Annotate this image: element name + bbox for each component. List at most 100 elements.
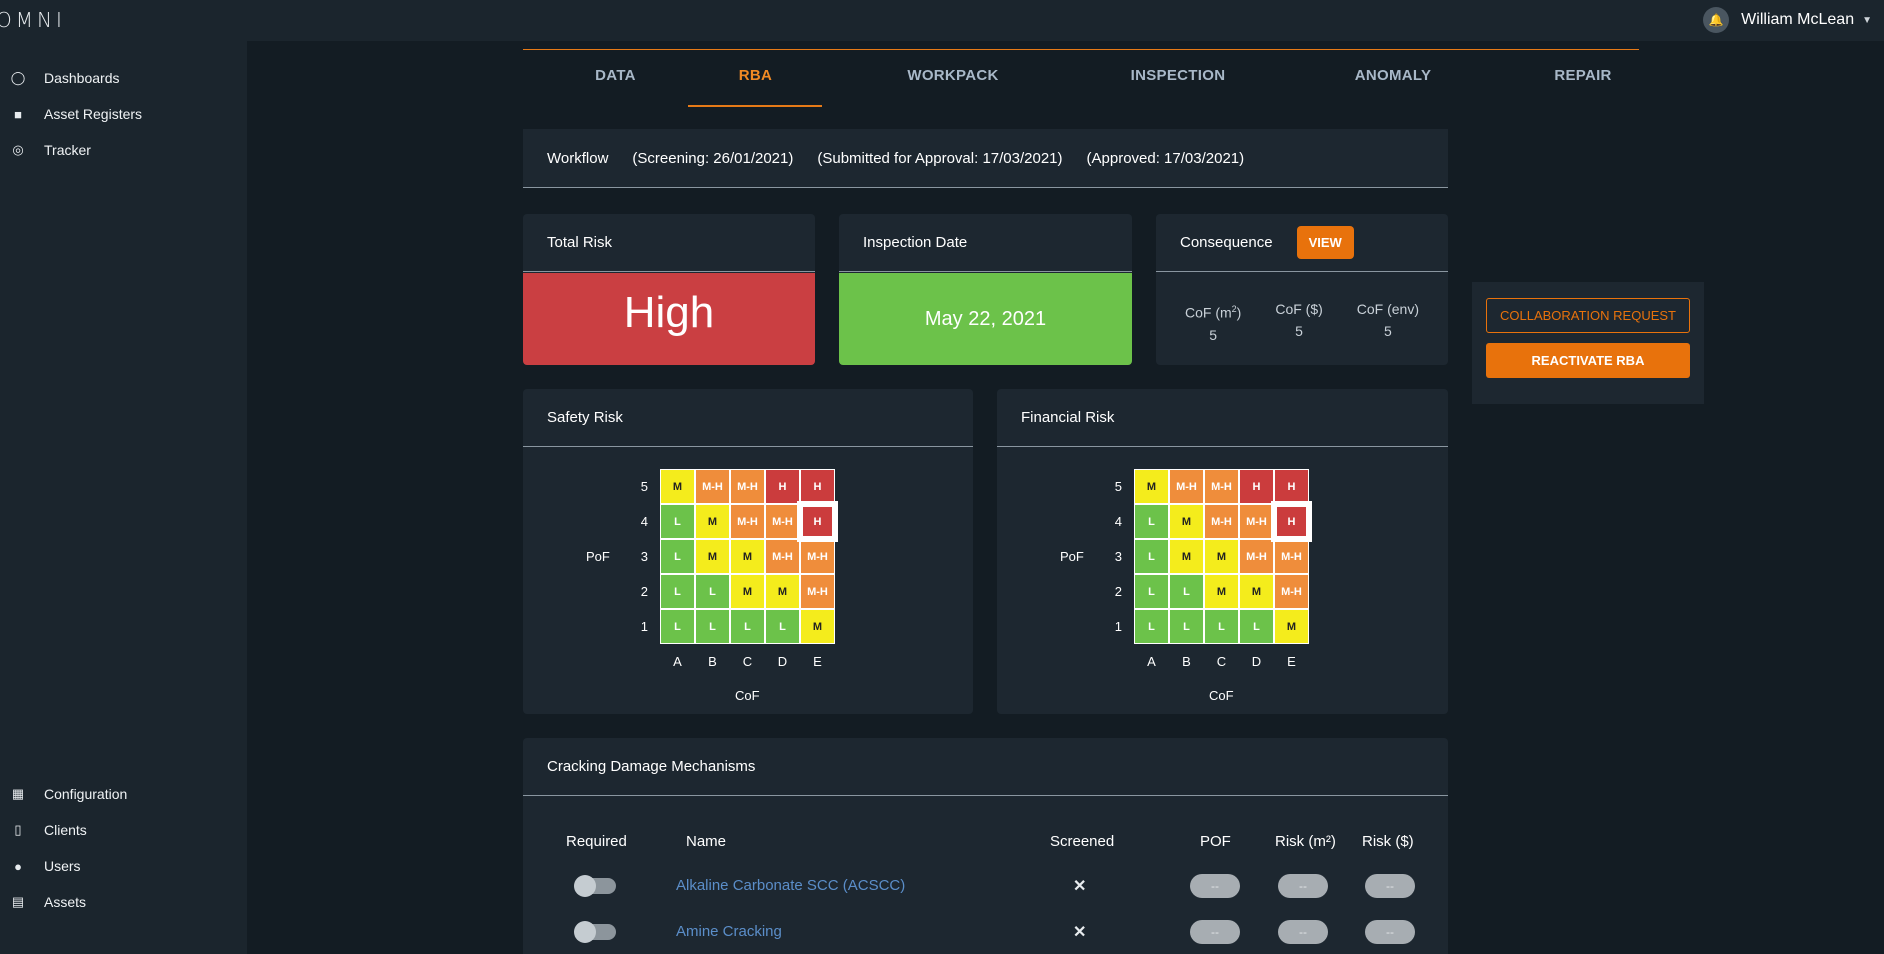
risk-cell[interactable]: H	[799, 503, 836, 540]
risk-cell[interactable]: L	[1134, 504, 1169, 539]
risk-cell[interactable]: L	[1169, 574, 1204, 609]
risk-cell[interactable]: H	[1239, 469, 1274, 504]
consequence-title: Consequence	[1180, 234, 1273, 251]
risk-cell[interactable]: M	[1169, 504, 1204, 539]
sidebar-item-dashboards[interactable]: ◯ Dashboards	[10, 70, 120, 86]
risk-cell[interactable]: M-H	[730, 469, 765, 504]
risk-cell[interactable]: L	[660, 609, 695, 644]
pof-pill[interactable]: --	[1190, 920, 1240, 944]
tab-workpack[interactable]: WORKPACK	[907, 67, 999, 84]
risk-usd-pill[interactable]: --	[1365, 874, 1415, 898]
risk-cell[interactable]: H	[765, 469, 800, 504]
risk-cell[interactable]: M-H	[800, 574, 835, 609]
risk-cell[interactable]: M	[800, 609, 835, 644]
risk-cell[interactable]: M	[1204, 574, 1239, 609]
app-logo[interactable]: OMNI	[0, 8, 66, 32]
risk-cell[interactable]: L	[765, 609, 800, 644]
risk-cell[interactable]: M	[730, 539, 765, 574]
cof-financial: CoF ($) 5	[1275, 298, 1322, 346]
risk-cell[interactable]: L	[1169, 609, 1204, 644]
screened-x-icon: ✕	[1073, 924, 1087, 941]
risk-cell[interactable]: M-H	[1274, 574, 1309, 609]
risk-m2-pill[interactable]: --	[1278, 920, 1328, 944]
col-risk-usd: Risk ($)	[1362, 833, 1414, 850]
sidebar-item-clients[interactable]: ▯ Clients	[10, 822, 86, 838]
user-icon: ●	[14, 858, 22, 874]
risk-cell[interactable]: M	[695, 504, 730, 539]
risk-cell[interactable]: M-H	[695, 469, 730, 504]
risk-cell[interactable]: L	[1134, 539, 1169, 574]
risk-cell[interactable]: L	[1134, 574, 1169, 609]
risk-usd-pill[interactable]: --	[1365, 920, 1415, 944]
tab-inspection[interactable]: INSPECTION	[1130, 67, 1226, 84]
risk-cell[interactable]: M	[1134, 469, 1169, 504]
risk-cell[interactable]: M-H	[765, 504, 800, 539]
risk-cell[interactable]: H	[1273, 503, 1310, 540]
risk-grid: M M-H M-H H H L M M-H M-H H L M M M-H M-H L L M M M-H L L L L M	[1134, 469, 1310, 644]
risk-cell[interactable]: M	[730, 574, 765, 609]
mechanism-link[interactable]: Alkaline Carbonate SCC (ACSCC)	[676, 877, 906, 894]
col-required: Required	[566, 833, 627, 850]
pof-pill[interactable]: --	[1190, 874, 1240, 898]
risk-cell[interactable]: M	[765, 574, 800, 609]
workflow-label: Workflow	[547, 149, 609, 167]
sidebar: ◯ Dashboards ■ Asset Registers ◎ Tracker…	[0, 41, 247, 954]
risk-cell[interactable]: L	[1239, 609, 1274, 644]
cof-financial-label: CoF ($)	[1275, 301, 1323, 317]
reactivate-rba-button[interactable]: REACTIVATE RBA	[1486, 343, 1690, 378]
risk-cell[interactable]: M	[1204, 539, 1239, 574]
risk-cell[interactable]: M-H	[1239, 504, 1274, 539]
risk-cell[interactable]: L	[660, 574, 695, 609]
sidebar-item-users[interactable]: ● Users	[10, 858, 81, 874]
risk-cell[interactable]: M-H	[1274, 539, 1309, 574]
risk-m2-pill[interactable]: --	[1278, 874, 1328, 898]
tab-repair[interactable]: REPAIR	[1554, 67, 1612, 84]
risk-cell[interactable]: L	[660, 504, 695, 539]
tab-data[interactable]: DATA	[595, 67, 636, 84]
sidebar-item-configuration[interactable]: ▦ Configuration	[10, 786, 127, 802]
screened-x-icon: ✕	[1073, 878, 1087, 895]
risk-cell[interactable]: M-H	[1204, 504, 1239, 539]
tab-rba[interactable]: RBA	[738, 67, 773, 84]
workflow-submitted: (Submitted for Approval: 17/03/2021)	[817, 149, 1063, 167]
risk-cell[interactable]: M	[1169, 539, 1204, 574]
user-name[interactable]: William McLean	[1741, 11, 1855, 28]
risk-cell[interactable]: L	[730, 609, 765, 644]
chevron-down-icon[interactable]: ▼	[1862, 14, 1872, 26]
risk-cell[interactable]: M	[695, 539, 730, 574]
view-button[interactable]: VIEW	[1296, 226, 1354, 259]
risk-cell[interactable]: H	[800, 469, 835, 504]
pof-tick-label: 5	[640, 479, 648, 494]
sidebar-item-label: Tracker	[44, 142, 91, 158]
required-toggle[interactable]	[574, 921, 616, 943]
risk-cell[interactable]: L	[1204, 609, 1239, 644]
risk-cell[interactable]: M	[1274, 609, 1309, 644]
user-menu[interactable]: 🔔 William McLean ▼	[1703, 7, 1872, 33]
collaboration-request-button[interactable]: COLLABORATION REQUEST	[1486, 298, 1690, 333]
risk-cell[interactable]: L	[695, 574, 730, 609]
pof-axis-label: PoF	[1060, 549, 1084, 564]
pof-tick-label: 1	[1114, 619, 1122, 634]
tab-anomaly[interactable]: ANOMALY	[1354, 67, 1432, 84]
risk-cell[interactable]: M-H	[1169, 469, 1204, 504]
risk-cell[interactable]: M-H	[1204, 469, 1239, 504]
risk-cell[interactable]: M-H	[800, 539, 835, 574]
risk-cell[interactable]: L	[1134, 609, 1169, 644]
cof-tick-label: A	[1147, 654, 1156, 669]
risk-cell[interactable]: M	[660, 469, 695, 504]
risk-cell[interactable]: M	[1239, 574, 1274, 609]
mechanism-link[interactable]: Amine Cracking	[676, 923, 782, 940]
risk-cell[interactable]: M-H	[765, 539, 800, 574]
sidebar-item-asset-registers[interactable]: ■ Asset Registers	[10, 106, 142, 122]
risk-cell[interactable]: H	[1274, 469, 1309, 504]
risk-cell[interactable]: M-H	[730, 504, 765, 539]
required-toggle[interactable]	[574, 875, 616, 897]
bell-icon[interactable]: 🔔	[1703, 7, 1730, 33]
cof-area-label-text: CoF (m	[1184, 304, 1232, 321]
risk-cell[interactable]: L	[660, 539, 695, 574]
risk-cell[interactable]: L	[695, 609, 730, 644]
cof-area-label-sup: 2	[1231, 304, 1237, 314]
sidebar-item-tracker[interactable]: ◎ Tracker	[10, 142, 91, 158]
risk-cell[interactable]: M-H	[1239, 539, 1274, 574]
sidebar-item-assets[interactable]: ▤ Assets	[10, 894, 86, 910]
